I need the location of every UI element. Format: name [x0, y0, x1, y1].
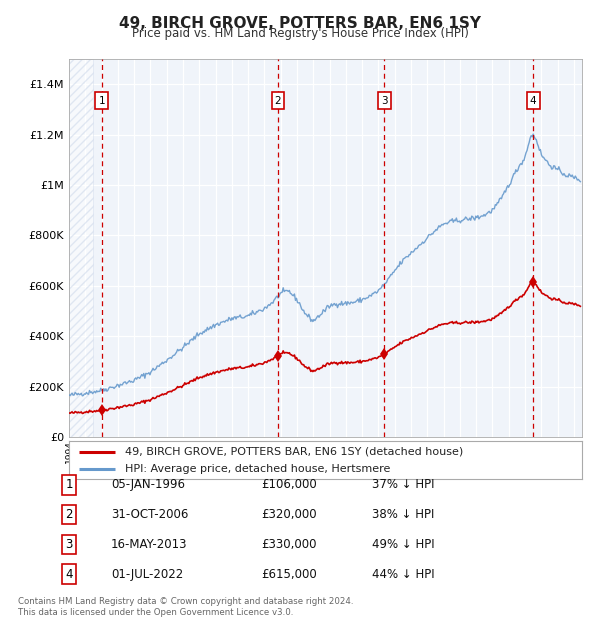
Text: 49, BIRCH GROVE, POTTERS BAR, EN6 1SY (detached house): 49, BIRCH GROVE, POTTERS BAR, EN6 1SY (d…: [125, 447, 464, 457]
Text: 38% ↓ HPI: 38% ↓ HPI: [372, 508, 434, 521]
Text: 44% ↓ HPI: 44% ↓ HPI: [372, 568, 434, 580]
Text: £106,000: £106,000: [261, 479, 317, 491]
Text: 01-JUL-2022: 01-JUL-2022: [111, 568, 183, 580]
Text: £320,000: £320,000: [261, 508, 317, 521]
Text: 16-MAY-2013: 16-MAY-2013: [111, 538, 187, 551]
Text: 37% ↓ HPI: 37% ↓ HPI: [372, 479, 434, 491]
Text: 05-JAN-1996: 05-JAN-1996: [111, 479, 185, 491]
Text: 4: 4: [530, 95, 536, 105]
Text: 1: 1: [98, 95, 105, 105]
Text: £330,000: £330,000: [261, 538, 317, 551]
Text: Contains HM Land Registry data © Crown copyright and database right 2024.
This d: Contains HM Land Registry data © Crown c…: [18, 598, 353, 617]
Text: 3: 3: [65, 538, 73, 551]
Text: 3: 3: [381, 95, 388, 105]
Text: 2: 2: [275, 95, 281, 105]
Bar: [69, 59, 94, 437]
Text: 4: 4: [65, 568, 73, 580]
Text: 31-OCT-2006: 31-OCT-2006: [111, 508, 188, 521]
Text: 49, BIRCH GROVE, POTTERS BAR, EN6 1SY: 49, BIRCH GROVE, POTTERS BAR, EN6 1SY: [119, 16, 481, 30]
Text: 49% ↓ HPI: 49% ↓ HPI: [372, 538, 434, 551]
Text: £615,000: £615,000: [261, 568, 317, 580]
Text: Price paid vs. HM Land Registry's House Price Index (HPI): Price paid vs. HM Land Registry's House …: [131, 27, 469, 40]
Text: HPI: Average price, detached house, Hertsmere: HPI: Average price, detached house, Hert…: [125, 464, 391, 474]
Text: 2: 2: [65, 508, 73, 521]
Text: 1: 1: [65, 479, 73, 491]
